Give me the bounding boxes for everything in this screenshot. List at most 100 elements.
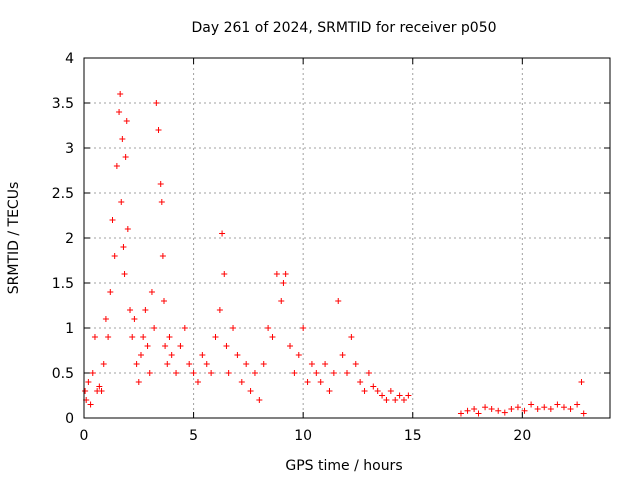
data-point xyxy=(554,401,561,408)
data-point xyxy=(164,361,171,367)
data-point xyxy=(116,109,123,115)
data-point xyxy=(87,401,94,408)
data-point xyxy=(256,397,263,403)
data-point xyxy=(82,388,89,394)
y-tick-label: 0.5 xyxy=(52,366,74,382)
data-point xyxy=(137,352,144,358)
plot-frame xyxy=(83,57,611,419)
data-point xyxy=(159,253,166,259)
data-point xyxy=(225,370,232,376)
data-point xyxy=(304,379,311,385)
data-point xyxy=(144,343,151,349)
data-point xyxy=(482,404,489,411)
data-point xyxy=(124,226,131,232)
data-point xyxy=(85,379,92,385)
data-point xyxy=(521,407,528,414)
data-point xyxy=(471,406,478,412)
data-point xyxy=(457,410,464,417)
data-point xyxy=(243,361,250,367)
data-point xyxy=(326,388,333,394)
data-point xyxy=(199,352,206,358)
data-point xyxy=(148,289,155,295)
y-tick-label: 0 xyxy=(65,411,74,427)
data-point xyxy=(282,271,289,277)
data-point xyxy=(400,397,407,403)
data-point xyxy=(488,406,495,412)
data-point xyxy=(89,370,96,376)
data-point xyxy=(166,334,173,340)
data-point xyxy=(265,325,272,331)
x-axis-label: GPS time / hours xyxy=(285,458,402,474)
data-point xyxy=(273,271,280,277)
data-point xyxy=(230,325,237,331)
x-tick-label: 15 xyxy=(404,428,422,444)
data-point xyxy=(120,244,127,250)
data-point xyxy=(339,352,346,358)
data-point xyxy=(216,307,223,313)
data-point xyxy=(102,316,109,322)
data-point xyxy=(528,401,535,408)
data-point xyxy=(344,370,350,376)
data-point xyxy=(127,307,134,313)
y-tick-label: 3.5 xyxy=(52,96,74,112)
data-point xyxy=(142,307,149,313)
data-point xyxy=(98,388,105,394)
y-tick-label: 1.5 xyxy=(52,276,74,292)
data-point xyxy=(322,361,329,367)
data-point xyxy=(117,91,124,97)
y-tick-label: 4 xyxy=(65,51,74,67)
data-point xyxy=(374,388,381,394)
data-point xyxy=(146,370,153,376)
data-point xyxy=(119,136,126,142)
data-point xyxy=(352,361,359,367)
data-point xyxy=(153,100,160,106)
data-point xyxy=(238,379,245,385)
data-point xyxy=(348,334,355,340)
data-point xyxy=(541,404,548,411)
data-point xyxy=(219,230,226,237)
data-point xyxy=(203,361,210,367)
data-point xyxy=(122,154,129,160)
data-point xyxy=(300,325,307,331)
data-point xyxy=(580,410,587,417)
data-point xyxy=(335,298,342,304)
data-point xyxy=(361,388,368,394)
data-point xyxy=(133,361,140,367)
chart-title: Day 261 of 2024, SRMTID for receiver p05… xyxy=(191,20,496,36)
data-point xyxy=(247,388,254,394)
data-point xyxy=(260,361,267,367)
data-point xyxy=(464,407,471,414)
data-point xyxy=(475,410,482,417)
y-tick-label: 1 xyxy=(65,321,74,337)
data-point xyxy=(118,199,125,205)
data-point xyxy=(129,334,136,340)
data-point xyxy=(392,397,399,403)
data-point xyxy=(121,271,128,277)
data-point xyxy=(140,334,147,340)
x-tick-label: 0 xyxy=(80,428,89,444)
data-point xyxy=(186,361,193,367)
data-point xyxy=(330,370,337,376)
data-point xyxy=(181,325,188,331)
data-point xyxy=(365,370,372,376)
y-axis-label: SRMTID / TECUs xyxy=(6,182,22,295)
data-point xyxy=(287,343,294,349)
data-point xyxy=(158,199,165,205)
data-point xyxy=(208,370,215,376)
data-point xyxy=(370,383,377,390)
x-tick-label: 20 xyxy=(513,428,531,444)
data-point xyxy=(313,370,320,376)
data-point xyxy=(547,406,554,412)
data-point xyxy=(173,370,180,376)
data-point xyxy=(91,334,98,340)
y-tick-label: 2.5 xyxy=(52,186,74,202)
data-point xyxy=(109,217,116,223)
data-point xyxy=(155,127,162,133)
y-tick-label: 3 xyxy=(65,141,74,157)
x-tick-label: 10 xyxy=(294,428,312,444)
data-point xyxy=(251,370,258,376)
data-point xyxy=(578,379,585,385)
data-point xyxy=(160,298,167,304)
data-point xyxy=(123,118,130,124)
